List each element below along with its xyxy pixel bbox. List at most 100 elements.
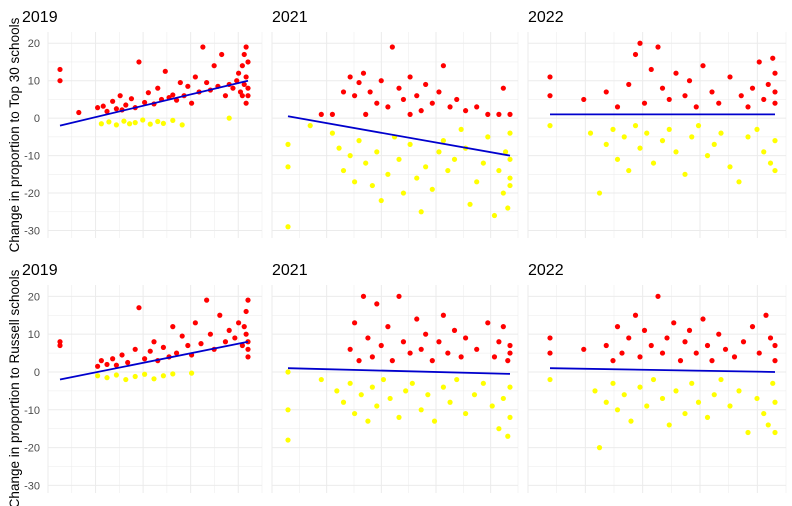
data-point-below xyxy=(454,376,460,383)
data-point-below xyxy=(363,160,369,166)
data-point-above xyxy=(474,346,480,352)
data-point-above xyxy=(673,70,679,76)
data-point-above xyxy=(770,55,776,61)
data-point-above xyxy=(119,352,125,358)
data-point-above xyxy=(756,59,762,65)
data-point-below xyxy=(772,138,778,144)
data-point-above xyxy=(659,85,666,91)
data-point-above xyxy=(637,354,643,360)
data-point-above xyxy=(648,66,654,73)
data-point-above xyxy=(440,312,446,318)
data-point-above xyxy=(440,63,446,69)
data-point-above xyxy=(418,108,424,114)
y-tick-label: 20 xyxy=(28,38,40,50)
trend-line xyxy=(287,367,511,375)
data-point-below xyxy=(329,130,335,136)
data-point-below xyxy=(767,160,774,166)
data-point-below xyxy=(650,376,657,383)
data-point-above xyxy=(682,339,688,345)
data-point-below xyxy=(682,410,688,417)
data-point-above xyxy=(170,324,176,330)
data-point-above xyxy=(641,327,648,333)
data-point-above xyxy=(57,66,63,73)
data-point-below xyxy=(418,407,424,413)
data-point-below xyxy=(445,167,451,174)
panel-2021-r0: 2021 xyxy=(271,9,519,238)
data-point-above xyxy=(547,350,553,356)
data-point-above xyxy=(95,363,101,369)
data-point-above xyxy=(603,89,609,95)
data-point-below xyxy=(418,209,424,215)
data-point-below xyxy=(507,156,513,162)
data-point-above xyxy=(418,346,424,352)
data-point-above xyxy=(200,44,206,50)
data-point-below xyxy=(772,399,778,405)
data-point-below xyxy=(423,164,429,170)
data-point-below xyxy=(621,392,627,398)
data-point-below xyxy=(170,371,176,377)
panel-title: 2021 xyxy=(272,9,308,26)
data-point-below xyxy=(374,149,380,155)
data-point-above xyxy=(160,344,166,350)
data-point-above xyxy=(192,320,198,326)
data-point-below xyxy=(496,167,502,174)
data-point-above xyxy=(496,339,502,345)
data-point-above xyxy=(110,356,116,362)
data-point-below xyxy=(396,414,402,420)
data-point-above xyxy=(211,63,217,69)
data-point-above xyxy=(352,320,358,326)
data-point-below xyxy=(480,380,486,386)
data-point-below xyxy=(718,130,724,136)
data-point-above xyxy=(772,342,778,349)
data-point-above xyxy=(648,342,654,349)
data-point-above xyxy=(682,93,688,99)
data-point-below xyxy=(547,123,553,129)
data-point-above xyxy=(396,85,402,91)
data-point-below xyxy=(772,429,778,436)
data-point-above xyxy=(686,327,693,333)
data-point-above xyxy=(243,308,249,315)
data-point-above xyxy=(243,74,249,80)
data-point-above xyxy=(155,85,161,91)
trend-line xyxy=(59,79,249,127)
data-point-above xyxy=(414,316,420,322)
data-point-above xyxy=(98,358,104,364)
data-point-below xyxy=(380,376,387,383)
data-point-below xyxy=(761,410,767,417)
data-point-above xyxy=(177,79,183,86)
data-point-above xyxy=(123,102,129,108)
data-point-above xyxy=(356,79,362,86)
data-point-above xyxy=(230,85,236,91)
data-point-above xyxy=(765,81,771,88)
y-tick-label: -20 xyxy=(24,443,40,455)
data-point-below xyxy=(352,410,358,417)
data-point-above xyxy=(241,81,247,88)
data-point-above xyxy=(369,354,375,360)
data-point-above xyxy=(709,89,715,95)
panel-title: 2019 xyxy=(22,9,58,26)
data-point-below xyxy=(621,134,627,140)
data-point-below xyxy=(132,120,138,126)
data-point-above xyxy=(632,312,639,318)
data-point-below xyxy=(505,433,511,439)
data-point-above xyxy=(745,104,751,110)
data-point-below xyxy=(689,380,695,386)
data-point-above xyxy=(95,105,101,111)
data-point-below xyxy=(592,388,598,394)
data-point-above xyxy=(222,93,229,99)
data-point-below xyxy=(160,373,166,379)
data-point-above xyxy=(664,335,670,341)
data-point-above xyxy=(239,342,245,349)
data-point-above xyxy=(772,70,778,76)
data-point-above xyxy=(436,89,442,95)
data-point-above xyxy=(429,358,435,364)
data-point-above xyxy=(162,68,168,74)
data-point-below xyxy=(431,418,438,424)
data-point-below xyxy=(689,134,695,140)
data-point-below xyxy=(745,134,751,140)
data-point-above xyxy=(389,44,395,50)
data-point-below xyxy=(754,126,760,132)
data-point-below xyxy=(336,145,342,151)
data-point-above xyxy=(347,346,353,352)
data-point-above xyxy=(136,59,142,65)
